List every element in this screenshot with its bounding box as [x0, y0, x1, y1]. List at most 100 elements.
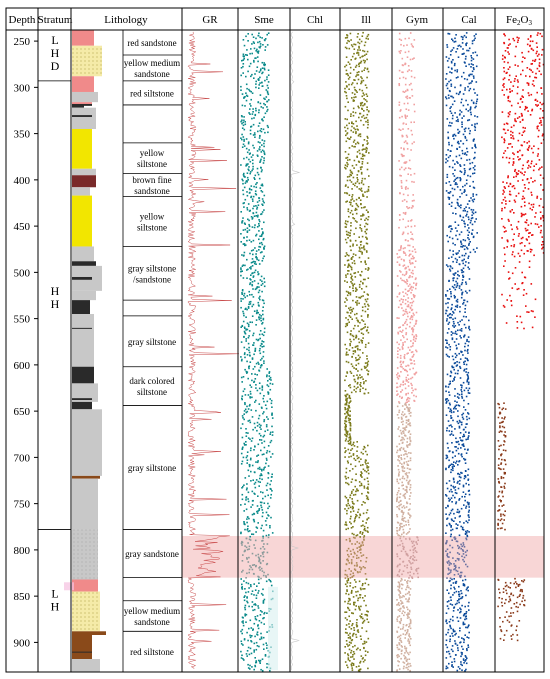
cal-track-point — [453, 322, 455, 325]
cal-track-point — [464, 171, 466, 174]
cal-track-point — [455, 51, 457, 53]
sme-track-point — [250, 268, 252, 270]
sme-track-point — [242, 485, 244, 488]
gym-track-point — [403, 662, 406, 664]
sme-track-point — [261, 139, 264, 141]
gym-track-point — [402, 193, 405, 196]
cal-track-point — [466, 565, 469, 568]
ill-track-point — [351, 196, 353, 198]
ill-track-point — [364, 148, 366, 150]
gym-track-point — [398, 602, 400, 604]
sme-track-point — [244, 402, 246, 404]
cal-track-point — [455, 540, 458, 542]
ill-track-point — [349, 435, 351, 437]
sme-track-point — [250, 585, 252, 588]
gym-track-point — [413, 394, 415, 397]
ill-track-point — [355, 208, 358, 211]
cal-track-point — [462, 301, 465, 304]
gym-track-point — [396, 414, 399, 416]
sme-track-point — [271, 473, 273, 476]
gym-track-point — [399, 524, 401, 526]
sme-track-point — [259, 141, 261, 144]
cal-track-point — [460, 389, 462, 391]
cal-track-point — [453, 512, 455, 515]
ill-track-point — [361, 70, 363, 73]
ill-track-point — [345, 353, 348, 355]
ill-track-point — [350, 340, 352, 343]
ill-track-point — [352, 536, 355, 539]
sme-track-point — [248, 192, 251, 194]
gym-track-point — [411, 356, 414, 358]
gym-track-point — [398, 655, 400, 658]
fe2o3-track-point — [536, 100, 539, 102]
sme-track-point — [263, 157, 265, 159]
cal-track-point — [445, 399, 447, 401]
cal-track-point — [454, 134, 457, 137]
sme-track-point — [259, 135, 261, 137]
cal-track-point — [460, 350, 462, 353]
ill-track-point — [346, 580, 348, 582]
cal-track-point — [445, 507, 447, 509]
sme-track-point — [261, 280, 263, 283]
sme-track-point — [261, 570, 264, 572]
sme-track-point — [263, 617, 265, 619]
cal-track-point — [456, 176, 459, 179]
gym-track-point — [404, 645, 406, 648]
cal-track-point — [457, 447, 459, 450]
cal-track-point — [446, 332, 449, 334]
cal-track-point — [460, 243, 463, 245]
ill-track-point — [360, 171, 363, 174]
ill-track-point — [366, 68, 369, 71]
ill-track-point — [359, 609, 361, 611]
sme-track-point — [257, 141, 260, 143]
cal-track-point — [445, 295, 447, 297]
ill-track-point — [350, 229, 352, 232]
sme-track-point — [251, 159, 254, 161]
ill-track-point — [353, 145, 355, 148]
ill-track-point — [351, 612, 353, 614]
ill-track-point — [353, 457, 355, 460]
ill-track-point — [356, 534, 359, 536]
ill-track-point — [362, 660, 365, 663]
ill-track-point — [360, 295, 363, 298]
gym-track-point — [407, 613, 409, 616]
sme-track-point — [255, 50, 257, 52]
ill-track-point — [360, 555, 363, 557]
cal-track-point — [470, 217, 473, 220]
cal-track-point — [450, 95, 452, 98]
sme-track-point — [252, 332, 255, 335]
cal-track-point — [449, 249, 451, 252]
fe2o3-track-point — [536, 46, 538, 48]
ill-track-point — [367, 373, 369, 376]
sme-track-point — [245, 546, 248, 549]
gym-track-point — [404, 267, 407, 270]
gym-track-point — [406, 142, 409, 145]
ill-track-point — [353, 503, 355, 505]
sme-track-point — [240, 657, 243, 659]
sme-track-point — [248, 587, 250, 589]
sme-track-point — [260, 621, 263, 624]
fe2o3-track-point — [503, 70, 506, 73]
sme-track-point — [259, 102, 262, 105]
cal-track-point — [461, 669, 463, 671]
ill-track-point — [348, 626, 351, 628]
cal-track-point — [475, 105, 477, 108]
sme-track-point — [248, 538, 251, 541]
ill-track-point — [367, 142, 369, 144]
cal-track-point — [462, 443, 465, 445]
sme-track-point — [243, 186, 246, 189]
ill-track-point — [349, 333, 352, 336]
ill-track-point — [367, 277, 370, 279]
gym-track-point — [407, 109, 410, 111]
sme-track-point — [259, 43, 262, 45]
ill-track-point — [360, 568, 362, 571]
cal-track-point — [463, 641, 465, 644]
gym-track-point — [398, 587, 401, 589]
sme-track-point — [246, 269, 248, 271]
gym-track-point — [409, 306, 412, 309]
sme-track-point — [253, 61, 255, 63]
gym-track-point — [413, 325, 416, 327]
ill-track-point — [354, 569, 357, 571]
cal-track-point — [453, 341, 456, 343]
ill-track-point — [363, 206, 365, 209]
